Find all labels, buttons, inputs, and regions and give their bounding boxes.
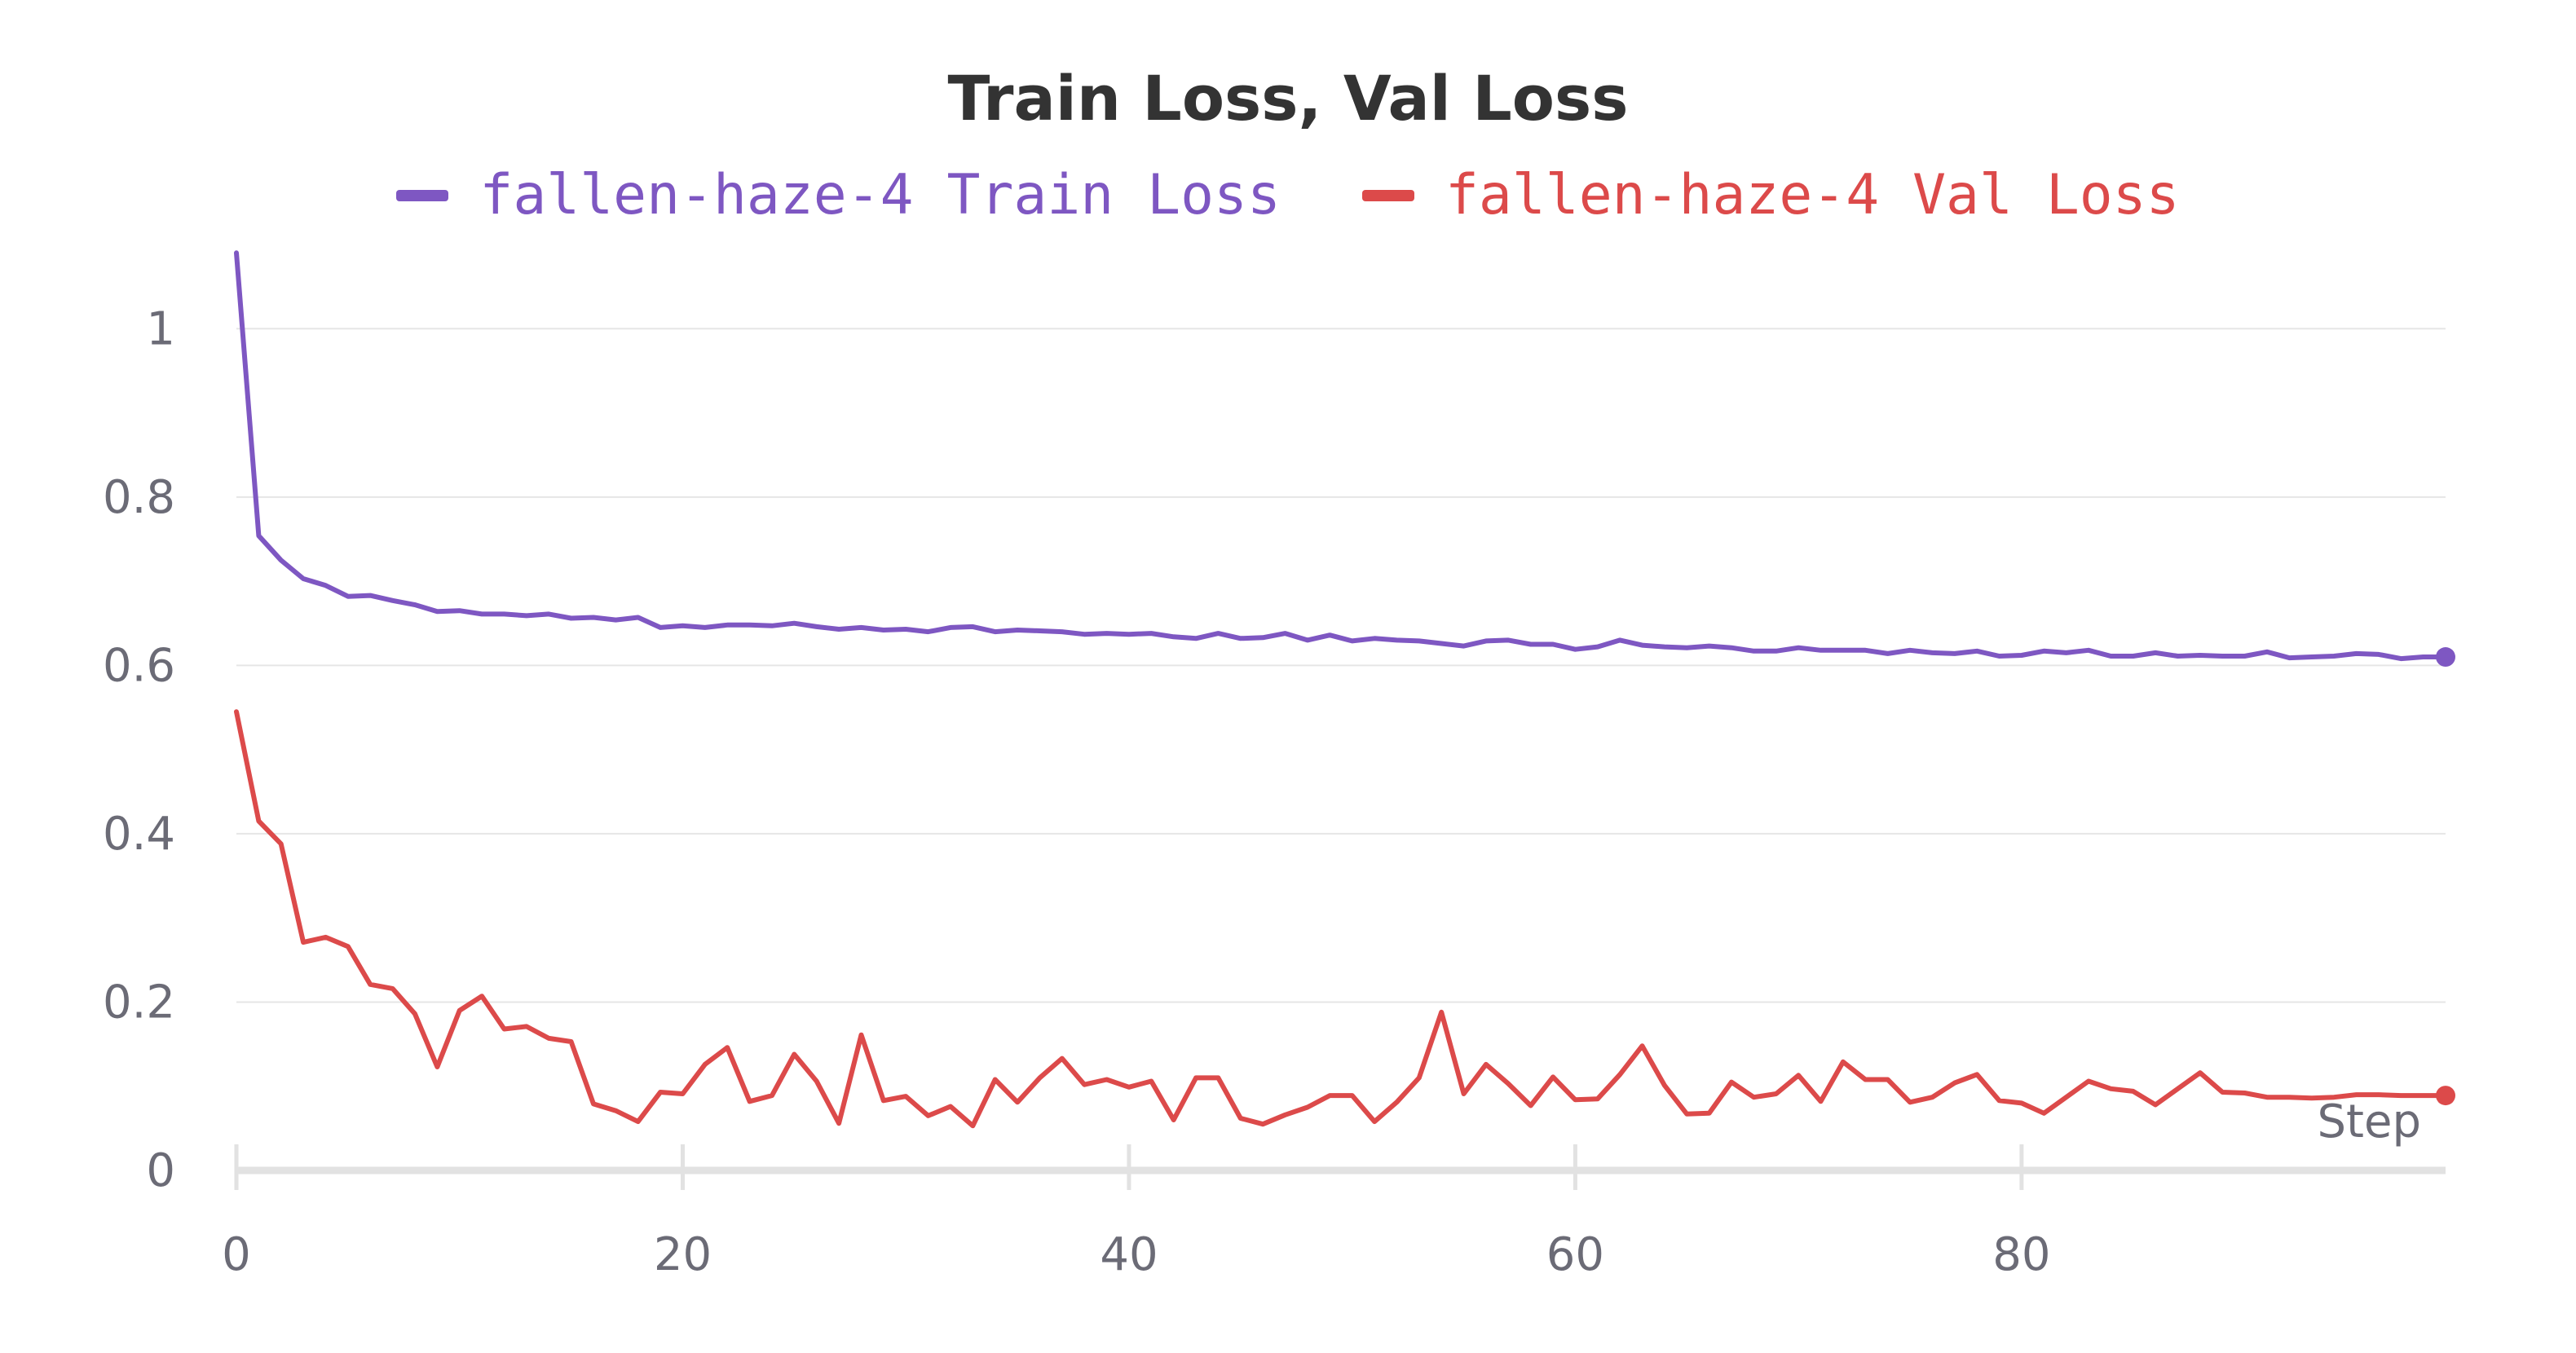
legend: fallen-haze-4 Train Loss fallen-haze-4 V… — [0, 163, 2576, 227]
x-axis-label: Step — [2317, 1095, 2421, 1148]
series-line-val-loss[interactable] — [234, 709, 2448, 1129]
x-tick-label: 80 — [1992, 1228, 2050, 1281]
axes: 0 0.2 0.4 0.6 0.8 1 0 20 40 60 80 — [103, 302, 2446, 1281]
legend-swatch-val-loss — [1361, 189, 1414, 201]
legend-label-val-loss: fallen-haze-4 Val Loss — [1445, 163, 2180, 227]
y-tick-label: 0.4 — [103, 808, 175, 861]
series-line-train-loss[interactable] — [234, 250, 2448, 662]
series-end-marker[interactable] — [2436, 1086, 2455, 1106]
y-tick-label: 0.8 — [103, 471, 175, 524]
y-tick-label: 1 — [146, 302, 175, 355]
chart-title: Train Loss, Val Loss — [947, 62, 1629, 134]
legend-item-val-loss[interactable]: fallen-haze-4 Val Loss — [1361, 163, 2180, 227]
legend-item-train-loss[interactable]: fallen-haze-4 Train Loss — [396, 163, 1281, 227]
y-tick-label: 0.2 — [103, 976, 175, 1029]
x-tick-label: 20 — [654, 1228, 712, 1281]
x-tick-label: 60 — [1546, 1228, 1604, 1281]
legend-swatch-train-loss — [396, 189, 449, 201]
legend-label-train-loss: fallen-haze-4 Train Loss — [479, 163, 1281, 227]
gridlines — [236, 328, 2446, 1003]
series-end-marker[interactable] — [2436, 647, 2455, 668]
series-layer — [234, 250, 2455, 1129]
y-tick-label: 0.6 — [103, 639, 175, 692]
x-tick-label: 40 — [1100, 1228, 1158, 1281]
y-tick-label: 0 — [146, 1144, 175, 1197]
x-tick-label: 0 — [222, 1228, 251, 1281]
